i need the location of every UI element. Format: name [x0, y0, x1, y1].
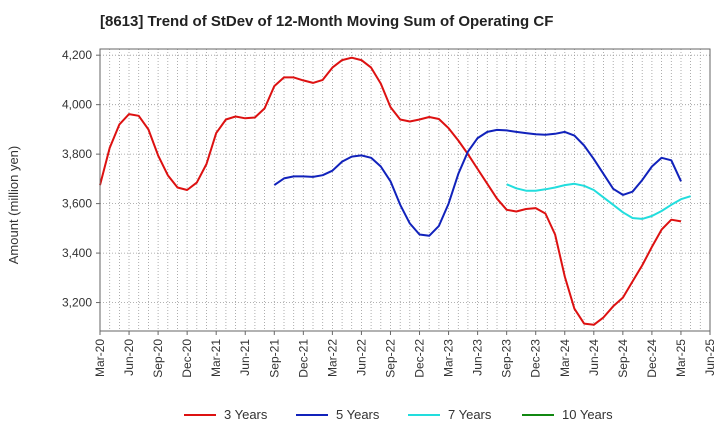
y-tick-label: 3,800	[62, 147, 92, 161]
x-tick-label: Mar-24	[558, 339, 572, 377]
series-line-5-years	[273, 128, 682, 237]
chart-title: [8613] Trend of StDev of 12-Month Moving…	[100, 13, 554, 30]
x-tick-label: Jun-21	[238, 339, 252, 376]
x-tick-label: Dec-24	[645, 339, 659, 378]
x-tick-labels: Mar-20 Jun-20 Sep-20 Dec-20 Mar-21 Jun-21 Sep-…	[93, 331, 717, 378]
x-tick-label: Sep-20	[151, 339, 165, 378]
x-tick-label: Dec-22	[413, 339, 427, 378]
legend-label-5-years: 5 Years	[336, 407, 380, 422]
y-tick-label: 3,200	[62, 296, 92, 310]
x-tick-label: Mar-23	[442, 339, 456, 377]
x-tick-label: Mar-20	[93, 339, 107, 377]
x-tick-label: Jun-20	[122, 339, 136, 376]
x-tick-label: Dec-21	[296, 339, 310, 378]
y-tick-label: 4,000	[62, 98, 92, 112]
legend-label-7-years: 7 Years	[448, 407, 492, 422]
grid-lines	[100, 49, 710, 331]
series-lines	[99, 56, 691, 326]
x-tick-label: Sep-22	[383, 339, 397, 378]
y-tick-label: 3,400	[62, 246, 92, 260]
y-tick-label: 3,600	[62, 197, 92, 211]
legend-swatch-7-years	[408, 414, 440, 416]
x-tick-label: Dec-20	[180, 339, 194, 378]
x-tick-label: Jun-25	[703, 339, 717, 376]
x-tick-label: Mar-21	[209, 339, 223, 377]
x-tick-label: Jun-22	[354, 339, 368, 376]
legend: 3 Years 5 Years 7 Years 10 Years	[0, 406, 720, 424]
y-tick-label: 4,200	[62, 48, 92, 62]
x-tick-label: Jun-24	[587, 339, 601, 376]
y-tick-labels: 3,200 3,400 3,600 3,800 4,000 4,200	[62, 48, 100, 310]
legend-label-10-years: 10 Years	[562, 407, 613, 422]
x-tick-label: Sep-24	[616, 339, 630, 378]
legend-swatch-5-years	[296, 414, 328, 416]
legend-swatch-3-years	[184, 414, 216, 416]
series-line-7-years	[506, 182, 691, 220]
plot-frame	[99, 48, 711, 332]
legend-label-3-years: 3 Years	[224, 407, 268, 422]
x-tick-label: Mar-25	[674, 339, 688, 377]
x-tick-label: Mar-22	[325, 339, 339, 377]
x-tick-label: Jun-23	[471, 339, 485, 376]
x-tick-label: Dec-23	[529, 339, 543, 378]
series-line-3-years	[99, 56, 682, 326]
x-tick-label: Sep-23	[500, 339, 514, 378]
x-tick-label: Sep-21	[267, 339, 281, 378]
legend-swatch-10-years	[522, 414, 554, 416]
